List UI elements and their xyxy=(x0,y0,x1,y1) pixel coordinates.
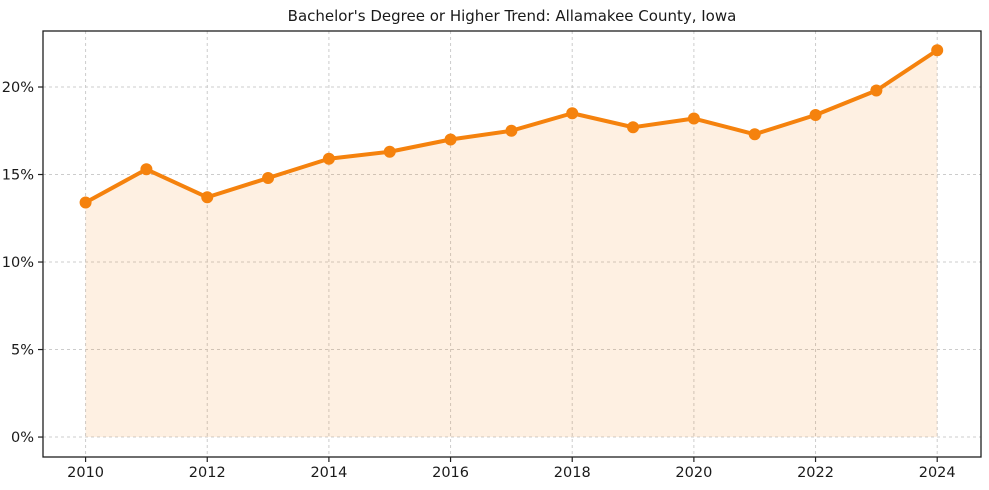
data-point-2015 xyxy=(383,145,396,158)
data-point-2016 xyxy=(444,133,457,146)
x-tick-label-2010: 2010 xyxy=(67,465,104,481)
data-point-2024 xyxy=(931,44,944,57)
data-point-2019 xyxy=(627,121,640,134)
x-tick-label-2024: 2024 xyxy=(919,465,956,481)
data-point-2013 xyxy=(262,172,275,185)
x-tick-label-2022: 2022 xyxy=(797,465,834,481)
data-point-2022 xyxy=(809,109,822,122)
plot-border xyxy=(42,30,982,458)
data-point-2020 xyxy=(687,112,700,125)
data-point-2012 xyxy=(201,191,214,204)
x-tick-label-2020: 2020 xyxy=(675,465,712,481)
y-tick-label-0: 0% xyxy=(11,430,34,446)
y-tick-label-10: 10% xyxy=(2,255,34,271)
data-point-2017 xyxy=(505,124,518,137)
x-tick-label-2018: 2018 xyxy=(554,465,591,481)
x-tick-label-2016: 2016 xyxy=(432,465,469,481)
data-point-2011 xyxy=(140,163,153,176)
y-tick-label-5: 5% xyxy=(11,343,34,359)
data-point-2018 xyxy=(566,107,579,120)
data-point-2014 xyxy=(322,152,335,165)
y-tick-label-15: 15% xyxy=(2,168,34,184)
y-tick-label-20: 20% xyxy=(2,80,34,96)
chart-title: Bachelor's Degree or Higher Trend: Allam… xyxy=(287,7,737,25)
data-point-2021 xyxy=(748,128,761,141)
area-fill xyxy=(85,50,938,438)
data-point-2010 xyxy=(79,196,92,209)
x-tick-label-2012: 2012 xyxy=(189,465,226,481)
data-point-2023 xyxy=(870,84,883,97)
x-tick-label-2014: 2014 xyxy=(310,465,347,481)
